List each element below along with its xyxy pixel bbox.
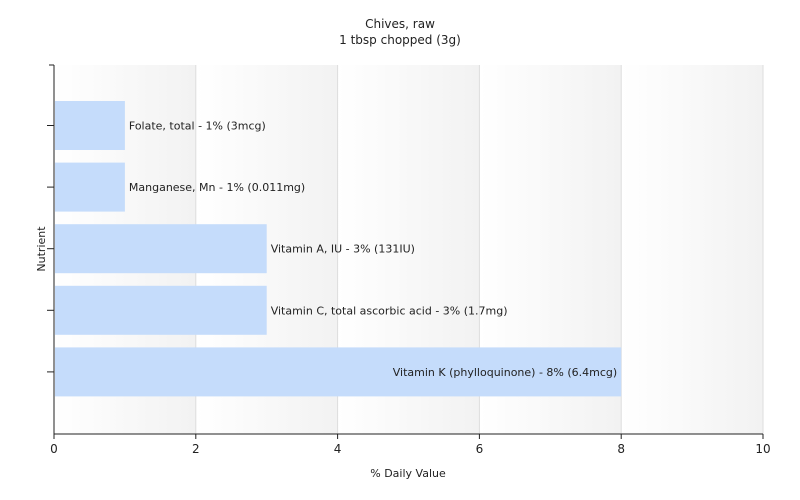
bar-label: Manganese, Mn - 1% (0.011mg) bbox=[129, 181, 305, 194]
x-ticks: 0 2 4 6 8 10 bbox=[50, 434, 771, 456]
bar-label: Vitamin A, IU - 3% (131IU) bbox=[271, 243, 415, 256]
y-axis-title: Nutrient bbox=[35, 226, 48, 272]
bar bbox=[55, 285, 267, 335]
x-tick-label: 4 bbox=[334, 442, 342, 456]
x-tick-label: 8 bbox=[617, 442, 625, 456]
x-tick-label: 10 bbox=[755, 442, 770, 456]
bar bbox=[55, 224, 267, 274]
bar bbox=[55, 162, 125, 212]
bar bbox=[55, 101, 125, 150]
x-axis-title: % Daily Value bbox=[370, 467, 446, 480]
bar bbox=[55, 347, 622, 397]
bar-label: Vitamin C, total ascorbic acid - 3% (1.7… bbox=[271, 304, 508, 317]
x-tick-label: 6 bbox=[476, 442, 484, 456]
chart-subtitle: 1 tbsp chopped (3g) bbox=[339, 33, 461, 47]
bar-label: Folate, total - 1% (3mcg) bbox=[129, 120, 266, 133]
chart-title: Chives, raw bbox=[365, 17, 435, 31]
plot-band bbox=[621, 65, 763, 434]
axes bbox=[49, 64, 763, 435]
y-ticks bbox=[47, 125, 54, 373]
bars bbox=[55, 101, 622, 397]
bar-labels: Folate, total - 1% (3mcg) Manganese, Mn -… bbox=[129, 120, 617, 379]
x-tick-label: 2 bbox=[192, 442, 200, 456]
x-tick-label: 0 bbox=[50, 442, 58, 456]
bar-label: Vitamin K (phylloquinone) - 8% (6.4mcg) bbox=[393, 366, 617, 379]
